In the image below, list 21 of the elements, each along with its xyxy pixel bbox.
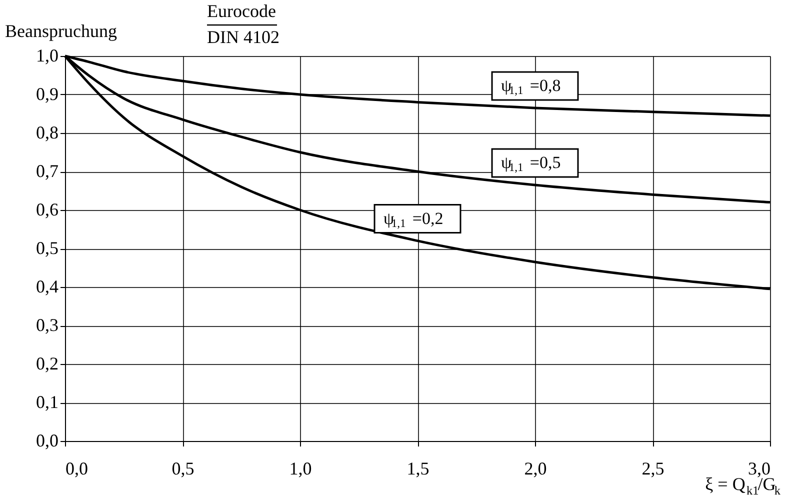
x-tick-label: 2,0	[524, 458, 547, 478]
x-tick-label: 0,0	[66, 458, 88, 478]
x-tick-label: 0,5	[172, 458, 194, 478]
x-tick-label: 1,0	[289, 458, 312, 478]
y-tick-label: 0,3	[36, 315, 58, 335]
y-tick-label: 0,2	[36, 354, 58, 374]
x-tick-label: 2,5	[642, 458, 664, 478]
y-tick-label: 0,0	[36, 430, 58, 450]
text: Eurocode	[207, 1, 276, 21]
y-tick-label: 0,5	[36, 238, 58, 258]
y-tick-label: 0,1	[36, 392, 58, 412]
y-tick-label: 0,6	[36, 200, 58, 220]
y-tick-label: 0,9	[36, 84, 58, 104]
x-tick-label: 1,5	[406, 458, 430, 478]
x-tick-label: 3,0	[748, 458, 770, 478]
y-tick-label: 0,8	[36, 122, 58, 142]
y-tick-label: 1,0	[36, 46, 58, 66]
y-tick-label: 0,4	[36, 276, 58, 296]
text: DIN 4102	[207, 27, 280, 47]
y-tick-label: 0,7	[36, 161, 58, 181]
y-axis-title: Beanspruchung	[5, 21, 117, 41]
